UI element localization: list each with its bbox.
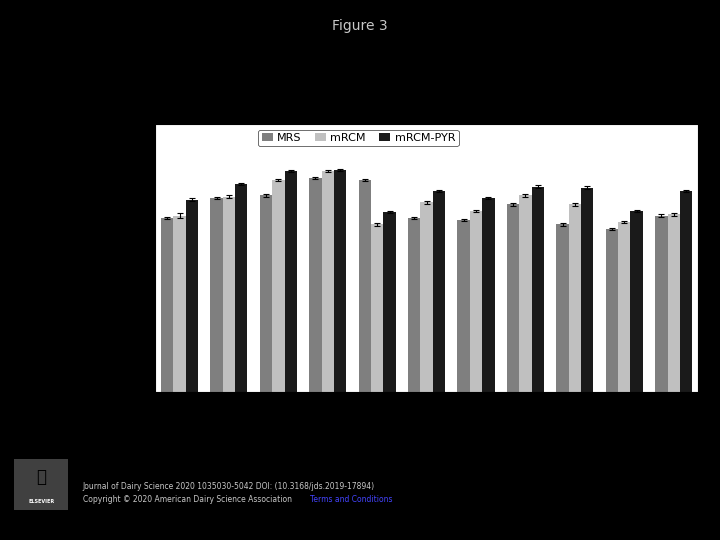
Bar bbox=[322, 171, 334, 392]
Bar bbox=[433, 191, 445, 392]
Bar bbox=[457, 220, 470, 392]
Text: 🌳: 🌳 bbox=[37, 468, 46, 486]
Text: Copyright © 2020 American Dairy Science Association: Copyright © 2020 American Dairy Science … bbox=[83, 495, 294, 504]
Text: Figure 3: Figure 3 bbox=[332, 19, 388, 33]
Bar bbox=[186, 200, 198, 392]
Bar bbox=[309, 178, 322, 392]
Bar bbox=[581, 188, 593, 392]
Bar bbox=[606, 229, 618, 392]
Bar bbox=[618, 222, 631, 392]
Text: ELSEVIER: ELSEVIER bbox=[28, 498, 55, 504]
Bar bbox=[655, 215, 667, 392]
Text: Journal of Dairy Science 2020 1035030-5042 DOI: (10.3168/jds.2019-17894): Journal of Dairy Science 2020 1035030-50… bbox=[83, 482, 375, 491]
Bar bbox=[408, 218, 420, 392]
Bar bbox=[519, 195, 531, 392]
Bar bbox=[680, 191, 692, 392]
Bar bbox=[569, 204, 581, 392]
Bar bbox=[284, 171, 297, 392]
Bar bbox=[631, 211, 643, 392]
Bar bbox=[531, 187, 544, 392]
Bar bbox=[272, 180, 284, 392]
Bar bbox=[667, 214, 680, 392]
Bar bbox=[260, 195, 272, 392]
Bar bbox=[482, 198, 495, 392]
X-axis label: Pure Industrial Strains: Pure Industrial Strains bbox=[347, 416, 506, 429]
Bar bbox=[359, 180, 371, 392]
Text: Terms and Conditions: Terms and Conditions bbox=[310, 495, 392, 504]
Bar bbox=[161, 218, 174, 392]
Bar bbox=[470, 211, 482, 392]
Bar bbox=[371, 225, 383, 392]
Bar bbox=[557, 225, 569, 392]
Legend: MRS, mRCM, mRCM-PYR: MRS, mRCM, mRCM-PYR bbox=[258, 130, 459, 146]
Bar bbox=[235, 184, 248, 392]
Bar bbox=[420, 202, 433, 392]
Bar bbox=[174, 215, 186, 392]
Y-axis label: Bacterial Count (cfu/g): Bacterial Count (cfu/g) bbox=[114, 178, 127, 338]
Bar bbox=[383, 212, 396, 392]
Bar bbox=[210, 198, 222, 392]
Bar bbox=[222, 197, 235, 392]
Bar bbox=[334, 170, 346, 392]
Bar bbox=[507, 204, 519, 392]
